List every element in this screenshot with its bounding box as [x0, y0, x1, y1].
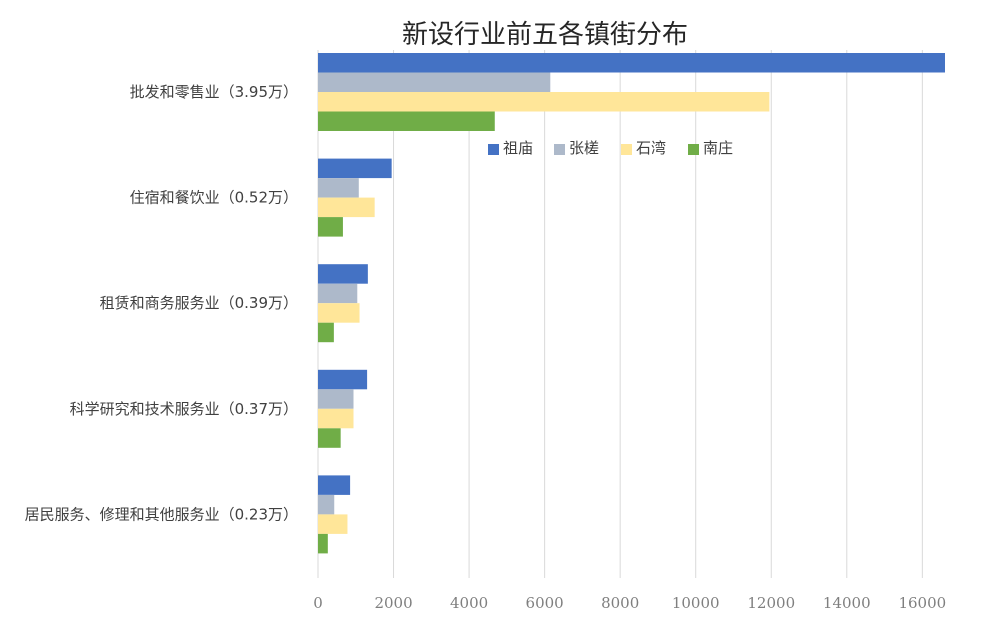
legend-label-祖庙: 祖庙 — [503, 139, 533, 157]
x-tick-label: 14000 — [823, 594, 871, 612]
category-label: 科学研究和技术服务业（0.37万） — [70, 400, 298, 418]
legend-label-南庄: 南庄 — [703, 139, 733, 157]
x-tick-label: 16000 — [898, 594, 946, 612]
gridlines — [317, 50, 923, 578]
bar-南庄-0 — [318, 111, 495, 131]
bar-祖庙-2 — [318, 264, 368, 284]
category-label: 租赁和商务服务业（0.39万） — [100, 294, 298, 312]
bar-祖庙-1 — [318, 158, 392, 179]
bar-石湾-4 — [318, 514, 348, 534]
bar-石湾-1 — [318, 197, 375, 218]
category-label: 住宿和餐饮业（0.52万） — [130, 189, 298, 207]
chart-title: 新设行业前五各镇街分布 — [402, 20, 688, 50]
bar-张槎-2 — [318, 283, 358, 304]
x-axis-tick-labels: 0 2000 4000 6000 8000 10000 12000 14000 16000 — [313, 594, 946, 612]
x-tick-label: 10000 — [672, 594, 720, 612]
bar-石湾-2 — [318, 303, 360, 323]
legend-label-石湾: 石湾 — [636, 139, 666, 157]
legend-label-张槎: 张槎 — [569, 139, 599, 157]
x-tick-label: 6000 — [526, 594, 564, 612]
category-label: 居民服务、修理和其他服务业（0.23万） — [25, 505, 298, 523]
bar-南庄-3 — [318, 428, 341, 448]
x-tick-label: 0 — [313, 594, 323, 612]
bar-南庄-4 — [318, 533, 328, 554]
legend-swatch-石湾 — [621, 144, 632, 155]
x-tick-label: 4000 — [450, 594, 488, 612]
bar-张槎-1 — [318, 178, 359, 198]
bar-南庄-2 — [318, 322, 334, 343]
bars — [318, 53, 945, 554]
bar-祖庙-0 — [318, 53, 945, 73]
legend-swatch-祖庙 — [488, 144, 499, 155]
bar-张槎-3 — [318, 389, 354, 409]
x-tick-label: 8000 — [601, 594, 639, 612]
bar-祖庙-3 — [318, 369, 368, 390]
x-tick-label: 2000 — [374, 594, 412, 612]
category-label: 批发和零售业（3.95万） — [130, 83, 298, 101]
bar-张槎-0 — [318, 72, 551, 92]
legend-swatch-张槎 — [554, 144, 565, 155]
bar-祖庙-4 — [318, 475, 351, 495]
bar-石湾-3 — [318, 408, 354, 429]
category-labels: 批发和零售业（3.95万） 住宿和餐饮业（0.52万） 租赁和商务服务业（0.39万… — [25, 83, 298, 523]
legend: 祖庙 张槎 石湾 南庄 — [488, 139, 733, 157]
bar-张槎-4 — [318, 494, 335, 515]
x-tick-label: 12000 — [747, 594, 795, 612]
bar-南庄-1 — [318, 217, 343, 237]
legend-swatch-南庄 — [688, 144, 699, 155]
bar-石湾-0 — [318, 92, 770, 112]
